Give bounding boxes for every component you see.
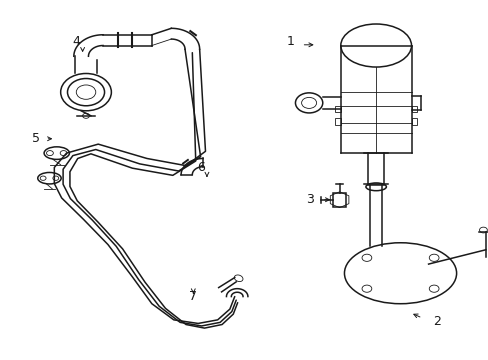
Bar: [334, 118, 340, 125]
Text: 1: 1: [286, 35, 294, 49]
Bar: [411, 106, 416, 112]
Text: 6: 6: [196, 161, 204, 174]
Text: 2: 2: [432, 315, 440, 328]
Text: 4: 4: [72, 35, 80, 49]
Bar: [332, 193, 346, 207]
Bar: [334, 106, 340, 112]
Bar: [411, 118, 416, 125]
Text: 7: 7: [189, 290, 197, 303]
Text: 5: 5: [32, 132, 40, 145]
Text: 3: 3: [306, 193, 314, 206]
